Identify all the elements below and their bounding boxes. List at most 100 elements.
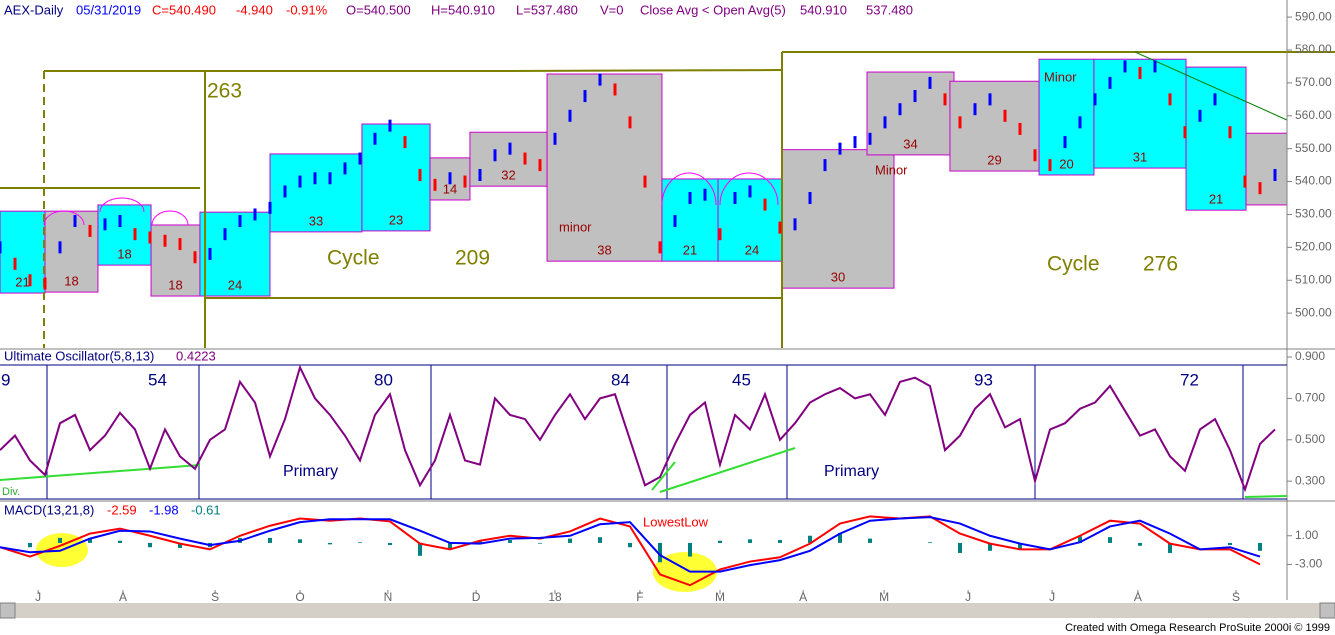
histogram-bar (628, 542, 632, 548)
price-bar (418, 168, 422, 181)
scrollbar[interactable] (0, 603, 1335, 618)
price-bar (0, 241, 2, 254)
box-label: 24 (745, 243, 759, 258)
histogram-bar (568, 538, 572, 543)
histogram-bar (1018, 542, 1022, 549)
price-bar (883, 116, 887, 129)
price-bar (1153, 60, 1157, 73)
annotation: Primary (283, 463, 338, 480)
histogram-bar (808, 535, 812, 543)
price-bar (358, 152, 362, 165)
annotation: Cycle (327, 247, 380, 270)
pct: -0.91% (286, 2, 328, 17)
scroll-right[interactable] (1319, 602, 1335, 619)
divergence-line (659, 447, 796, 493)
highlight (653, 552, 717, 592)
histogram-bar (658, 542, 662, 563)
histogram-bar (988, 542, 992, 551)
y-tick-label: 590.00 (1295, 9, 1332, 23)
cycle-box (1245, 132, 1288, 206)
annotation: Cycle (1047, 253, 1100, 276)
price-bar (1003, 109, 1007, 122)
price-bar (1183, 126, 1187, 139)
histogram-bar (598, 537, 602, 543)
y-tick-label: 1.00 (1295, 528, 1319, 542)
price-bar (28, 274, 32, 287)
price-bar (853, 136, 857, 149)
y-tick-label: 0.700 (1295, 391, 1325, 405)
cycle-box (1185, 66, 1247, 211)
box-label: 32 (501, 168, 515, 183)
price-bar (73, 215, 77, 228)
header: AEX-Daily 05/31/2019 C=540.490 -4.940 -0… (4, 2, 913, 17)
histogram-bar (838, 532, 842, 543)
price-bar (913, 90, 917, 103)
y-tick-label: 580.00 (1295, 42, 1332, 56)
price-bar (688, 192, 692, 205)
histogram-bar (1108, 537, 1112, 543)
scroll-left[interactable] (0, 602, 16, 619)
price-bar (808, 192, 812, 205)
uo-title: Ultimate Oscillator(5,8,13) (4, 348, 154, 363)
y-tick-label: 570.00 (1295, 75, 1332, 89)
annotations: 263 Cycle 209 Cycle 276 (207, 80, 1178, 276)
study-low: 537.480 (866, 2, 913, 17)
price-bar (1048, 159, 1052, 172)
price-bar (283, 185, 287, 198)
price-bar (133, 228, 137, 241)
uo-value: 0.4223 (176, 348, 216, 363)
y-tick-label: 530.00 (1295, 207, 1332, 221)
box-label: 29 (987, 152, 1001, 167)
cycle-box (97, 204, 152, 266)
cycle-box (150, 224, 201, 297)
y-tick-label: 520.00 (1295, 240, 1332, 254)
x-tick-label: J (965, 590, 971, 604)
x-tick-label: A (1134, 590, 1142, 604)
date: 05/31/2019 (76, 2, 141, 17)
cycle-box (546, 73, 663, 262)
cycle-box (199, 211, 271, 297)
cycle-box (781, 149, 895, 289)
price-bar (1213, 93, 1217, 106)
cycle-box (949, 80, 1040, 172)
price-bar (1033, 149, 1037, 162)
x-tick-label: M (715, 590, 725, 604)
price-bar (733, 192, 737, 205)
low: L=537.480 (516, 2, 578, 17)
y-tick-label: 0.300 (1295, 473, 1325, 487)
price-bar (388, 119, 392, 132)
arcs (43, 172, 779, 226)
price-bar (673, 215, 677, 228)
annotation: Primary (824, 463, 879, 480)
price-bar (613, 83, 617, 96)
cycle-label: 9 (1, 370, 10, 389)
price-bar (1093, 93, 1097, 106)
price-bar (958, 116, 962, 129)
cycle-label: 54 (148, 370, 167, 389)
price-bar (313, 172, 317, 185)
price-bar (553, 132, 557, 145)
symbol: AEX-Daily (4, 2, 64, 17)
histogram-bar (748, 539, 752, 543)
histogram-bar (958, 542, 962, 553)
price-bar (13, 257, 17, 270)
macd-readout: -2.59 (107, 502, 137, 517)
study: Close Avg < Open Avg(5) (640, 2, 786, 17)
histogram-bar (778, 540, 782, 543)
price-bar (373, 132, 377, 145)
price-bar (1243, 175, 1247, 188)
price-bar (763, 198, 767, 211)
cycle-line (44, 69, 783, 72)
x-tick-label: O (295, 590, 304, 604)
box-label: 18 (168, 277, 182, 292)
price-bar (103, 218, 107, 231)
price-bar (598, 73, 602, 86)
annotation: Minor (875, 162, 908, 177)
price-bar (148, 231, 152, 244)
macd-readout: -1.98 (149, 502, 179, 517)
price-bar (88, 224, 92, 237)
price-bar (208, 247, 212, 260)
histogram-bar (58, 537, 62, 543)
price-bar (568, 109, 572, 122)
price-bar (943, 93, 947, 106)
